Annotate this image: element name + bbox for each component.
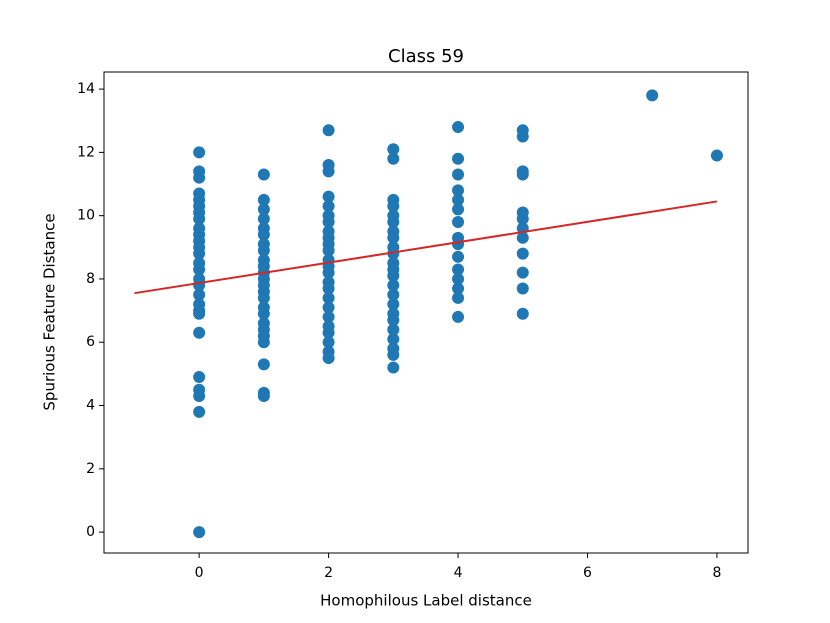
scatter-point	[193, 171, 206, 184]
scatter-point	[322, 282, 335, 295]
scatter-point	[257, 358, 270, 371]
scatter-point	[452, 168, 465, 181]
y-tick-label: 8	[86, 271, 95, 287]
scatter-point	[322, 352, 335, 365]
x-tick-label: 4	[454, 565, 463, 581]
scatter-point	[193, 526, 206, 539]
scatter-point	[387, 152, 400, 165]
scatter-point	[452, 291, 465, 304]
y-tick-label: 0	[86, 524, 95, 540]
scatter-point	[452, 215, 465, 228]
scatter-point	[322, 336, 335, 349]
scatter-point	[322, 326, 335, 339]
scatter-point	[193, 326, 206, 339]
scatter-point	[452, 184, 465, 197]
y-tick-label: 12	[77, 144, 95, 160]
scatter-point	[322, 266, 335, 279]
scatter-point	[516, 307, 529, 320]
scatter-point	[516, 282, 529, 295]
scatter-point	[516, 130, 529, 143]
scatter-point	[322, 124, 335, 137]
scatter-point	[257, 193, 270, 206]
scatter-point	[387, 323, 400, 336]
scatter-point	[452, 121, 465, 134]
scatter-point	[193, 390, 206, 403]
scatter-point	[322, 244, 335, 257]
y-tick-label: 2	[86, 461, 95, 477]
scatter-point	[387, 247, 400, 260]
scatter-point	[516, 266, 529, 279]
scatter-point	[387, 215, 400, 228]
scatter-point	[322, 291, 335, 304]
scatter-point	[257, 168, 270, 181]
y-tick-label: 14	[77, 81, 95, 97]
scatter-point	[516, 231, 529, 244]
scatter-point	[193, 146, 206, 159]
plot-frame	[103, 71, 749, 554]
scatter-point	[387, 200, 400, 213]
y-tick-label: 6	[86, 334, 95, 350]
scatter-point	[193, 212, 206, 225]
trend-line	[134, 200, 718, 295]
scatter-point	[387, 143, 400, 156]
scatter-point	[452, 238, 465, 251]
y-axis-label: Spurious Feature Distance	[41, 213, 59, 410]
scatter-point	[257, 244, 270, 257]
scatter-point	[387, 348, 400, 361]
scatter-point	[322, 190, 335, 203]
scatter-point	[257, 212, 270, 225]
scatter-point	[193, 405, 206, 418]
scatter-point	[646, 89, 659, 102]
scatter-point	[322, 310, 335, 323]
scatter-point	[322, 301, 335, 314]
scatter-point	[257, 390, 270, 403]
scatter-point	[193, 288, 206, 301]
y-tick-label: 4	[86, 398, 95, 414]
scatter-point	[452, 193, 465, 206]
scatter-point	[257, 336, 270, 349]
scatter-point	[516, 212, 529, 225]
scatter-point	[452, 263, 465, 276]
scatter-point	[452, 282, 465, 295]
chart-title: Class 59	[388, 46, 464, 67]
scatter-point	[257, 228, 270, 241]
scatter-point	[193, 371, 206, 384]
x-tick-label: 6	[583, 565, 592, 581]
x-tick-label: 2	[324, 565, 333, 581]
scatter-point	[516, 247, 529, 260]
scatter-point	[452, 203, 465, 216]
scatter-point	[387, 298, 400, 311]
scatter-point	[387, 269, 400, 282]
scatter-point	[193, 263, 206, 276]
scatter-point	[257, 203, 270, 216]
x-tick-label: 0	[195, 565, 204, 581]
y-tick-label: 10	[77, 208, 95, 224]
scatter-point	[257, 291, 270, 304]
scatter-point	[710, 149, 723, 162]
scatter-point	[193, 247, 206, 260]
scatter-point	[257, 307, 270, 320]
scatter-point	[193, 307, 206, 320]
scatter-point	[387, 231, 400, 244]
scatter-point	[452, 310, 465, 323]
scatter-point	[322, 165, 335, 178]
scatter-point	[452, 272, 465, 285]
scatter-point	[387, 288, 400, 301]
x-axis-label: Homophilous Label distance	[320, 592, 532, 610]
scatter-point	[387, 361, 400, 374]
scatter-point	[387, 333, 400, 346]
x-tick-label: 8	[712, 565, 721, 581]
scatter-point	[452, 250, 465, 263]
scatter-point	[322, 215, 335, 228]
scatter-point	[387, 279, 400, 292]
scatter-point	[322, 200, 335, 213]
scatter-point	[452, 152, 465, 165]
scatter-point	[516, 168, 529, 181]
scatter-point	[387, 314, 400, 327]
